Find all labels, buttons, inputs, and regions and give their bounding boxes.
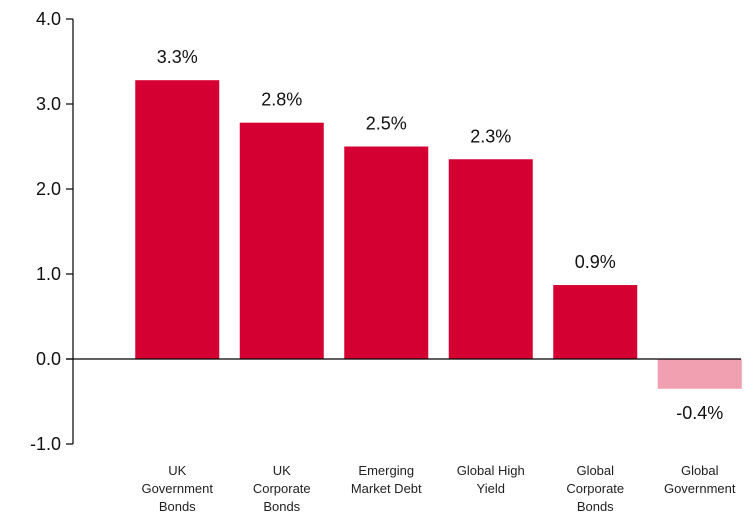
category-label-line: UK	[273, 463, 291, 478]
y-tick-label: 3.0	[36, 94, 61, 114]
category-label: Global Corporate Bonds	[566, 463, 624, 514]
bar	[239, 122, 324, 359]
category-label-line: Government	[664, 481, 736, 496]
data-label: 2.8%	[261, 90, 302, 110]
category-label-line: Bonds	[263, 499, 300, 514]
y-tick-label: -1.0	[30, 434, 61, 454]
data-label: 3.3%	[157, 47, 198, 67]
category-label: Global Government	[664, 463, 736, 496]
category-label: UK Government Bonds	[141, 463, 213, 514]
bar	[448, 159, 533, 359]
bar	[553, 285, 638, 359]
data-label: -0.4%	[676, 403, 723, 423]
bar	[135, 80, 220, 359]
y-tick-label: 1.0	[36, 264, 61, 284]
category-label: Emerging Market Debt	[351, 463, 422, 496]
category-label-line: Bonds	[159, 499, 196, 514]
category-label-line: Corporate	[566, 481, 624, 496]
category-label-line: Corporate	[253, 481, 311, 496]
category-label: UK Corporate Bonds	[253, 463, 311, 514]
category-label-line: Market Debt	[351, 481, 422, 496]
category-label-line: Global High	[457, 463, 525, 478]
category-label-line: Emerging	[358, 463, 414, 478]
labels-layer: 3.3% UK Government Bonds 2.8% UK Corporate Bond…	[141, 47, 735, 514]
data-label: 2.5%	[366, 114, 407, 134]
bar	[657, 359, 742, 389]
bars-layer	[135, 80, 742, 389]
category-label-line: Global	[576, 463, 614, 478]
bar	[344, 146, 429, 359]
y-tick-label: 2.0	[36, 179, 61, 199]
category-label-line: Bonds	[577, 499, 614, 514]
axis-layer: 4.0 3.0 2.0 1.0 0.0 -1.0	[30, 9, 74, 454]
data-label: 0.9%	[575, 252, 616, 272]
y-tick-label: 4.0	[36, 9, 61, 29]
data-label: 2.3%	[470, 126, 511, 146]
category-label-line: Global	[681, 463, 719, 478]
category-label-line: Government	[141, 481, 213, 496]
category-label-line: UK	[168, 463, 186, 478]
category-label: Global High Yield	[457, 463, 525, 496]
category-label-line: Yield	[477, 481, 505, 496]
y-tick-label: 0.0	[36, 349, 61, 369]
